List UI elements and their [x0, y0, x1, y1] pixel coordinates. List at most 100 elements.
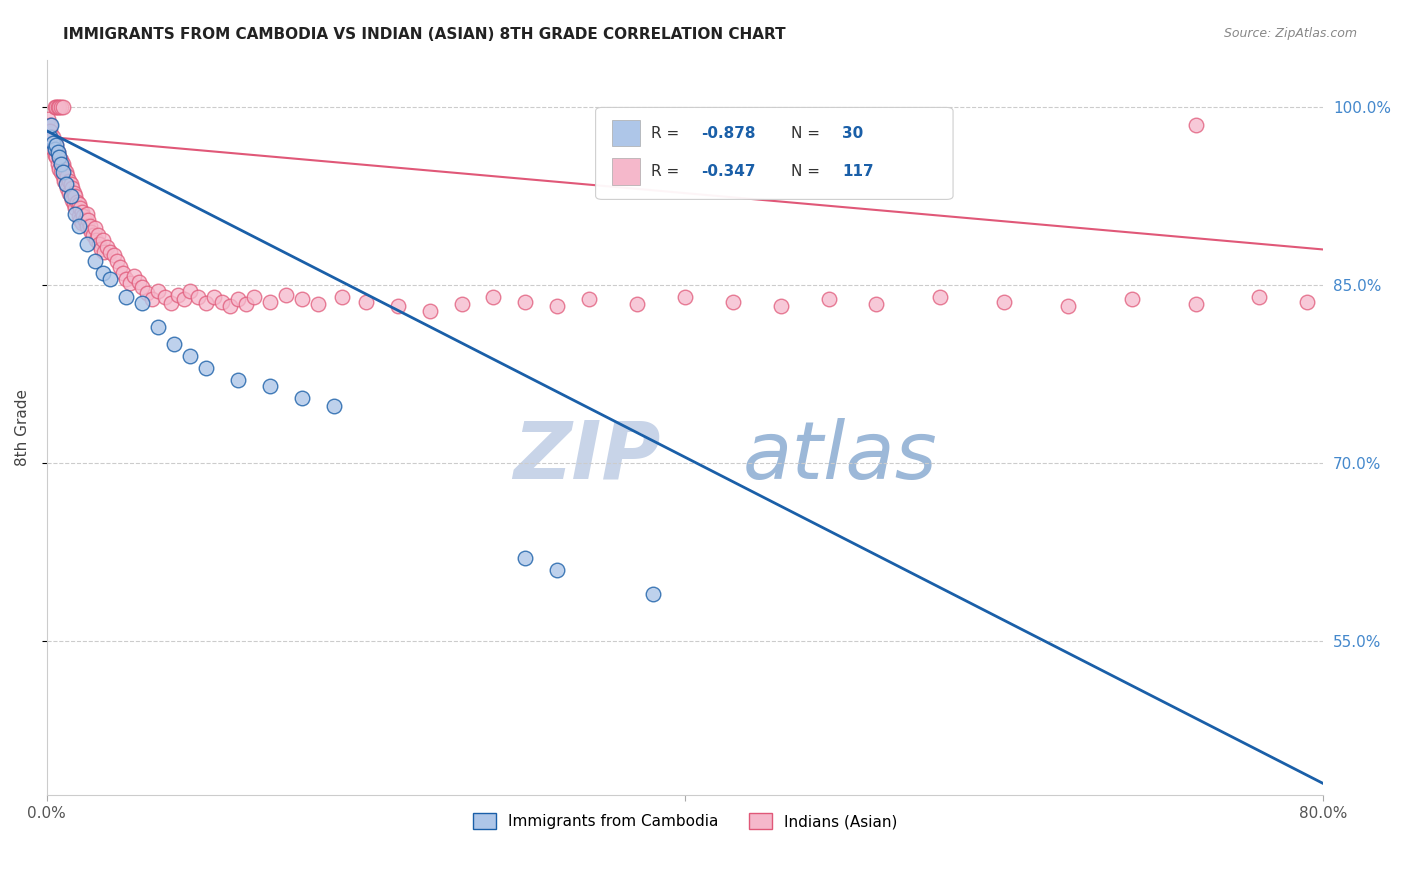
Point — [60, 181, 83, 195]
Point — [38, 129, 60, 144]
Point — [112, 266, 135, 280]
Point — [721, 294, 744, 309]
Point — [76, 236, 98, 251]
Point — [59, 189, 82, 203]
Point — [235, 297, 257, 311]
Point — [131, 296, 153, 310]
Point — [80, 225, 103, 239]
Point — [70, 204, 93, 219]
Point — [56, 169, 79, 183]
Point — [38, 124, 60, 138]
Point — [70, 216, 93, 230]
Text: N =: N = — [792, 164, 825, 179]
Point — [330, 290, 353, 304]
Point — [49, 165, 72, 179]
Point — [52, 157, 75, 171]
Text: N =: N = — [792, 126, 825, 141]
Text: -0.347: -0.347 — [702, 164, 756, 179]
Point — [641, 587, 664, 601]
Point — [41, 118, 63, 132]
Point — [52, 100, 75, 114]
Point — [53, 174, 76, 188]
Point — [60, 193, 83, 207]
FancyBboxPatch shape — [612, 158, 640, 185]
Point — [929, 290, 952, 304]
Point — [44, 100, 66, 114]
Text: 30: 30 — [842, 126, 863, 141]
Point — [482, 290, 505, 304]
Point — [55, 165, 77, 179]
Point — [226, 293, 249, 307]
Point — [44, 136, 66, 150]
Point — [136, 286, 159, 301]
Point — [124, 268, 146, 283]
Point — [76, 219, 98, 233]
Point — [69, 201, 91, 215]
Point — [69, 212, 91, 227]
Point — [65, 189, 87, 203]
FancyBboxPatch shape — [596, 107, 953, 200]
Point — [38, 118, 60, 132]
Point — [67, 219, 90, 233]
Point — [817, 293, 839, 307]
Point — [769, 300, 792, 314]
Point — [44, 142, 66, 156]
Point — [160, 296, 183, 310]
Point — [48, 100, 70, 114]
Point — [387, 300, 409, 314]
Point — [1296, 294, 1319, 309]
Point — [42, 142, 65, 156]
Point — [993, 294, 1015, 309]
Point — [673, 290, 696, 304]
Point — [195, 296, 218, 310]
Point — [419, 304, 441, 318]
Point — [173, 293, 195, 307]
Point — [1057, 300, 1080, 314]
Point — [37, 112, 59, 126]
Point — [66, 194, 89, 209]
Point — [41, 129, 63, 144]
Point — [49, 157, 72, 171]
Point — [179, 284, 201, 298]
Point — [578, 293, 600, 307]
Legend: Immigrants from Cambodia, Indians (Asian): Immigrants from Cambodia, Indians (Asian… — [467, 807, 904, 836]
Point — [108, 260, 131, 275]
Point — [141, 293, 163, 307]
Point — [546, 563, 568, 577]
Point — [515, 294, 537, 309]
Point — [56, 181, 79, 195]
Point — [42, 129, 65, 144]
Point — [243, 290, 266, 304]
Point — [259, 379, 281, 393]
Point — [46, 145, 69, 160]
Point — [131, 280, 153, 294]
Text: R =: R = — [651, 126, 683, 141]
Point — [45, 150, 67, 164]
Point — [226, 373, 249, 387]
Point — [128, 275, 150, 289]
Point — [1184, 118, 1206, 132]
Point — [52, 165, 75, 179]
Point — [87, 228, 110, 243]
Point — [105, 254, 128, 268]
Point — [55, 178, 77, 192]
Point — [45, 100, 67, 114]
Text: IMMIGRANTS FROM CAMBODIA VS INDIAN (ASIAN) 8TH GRADE CORRELATION CHART: IMMIGRANTS FROM CAMBODIA VS INDIAN (ASIA… — [63, 27, 786, 42]
Point — [77, 212, 100, 227]
Point — [58, 174, 80, 188]
Point — [45, 138, 67, 153]
Point — [48, 150, 70, 164]
Point — [546, 300, 568, 314]
Point — [211, 294, 233, 309]
Point — [89, 236, 111, 251]
Point — [515, 551, 537, 566]
Point — [115, 290, 138, 304]
Point — [67, 197, 90, 211]
Point — [166, 287, 188, 301]
Point — [82, 228, 104, 243]
Point — [59, 189, 82, 203]
Point — [46, 157, 69, 171]
Point — [59, 178, 82, 192]
Point — [73, 212, 96, 227]
Point — [259, 294, 281, 309]
